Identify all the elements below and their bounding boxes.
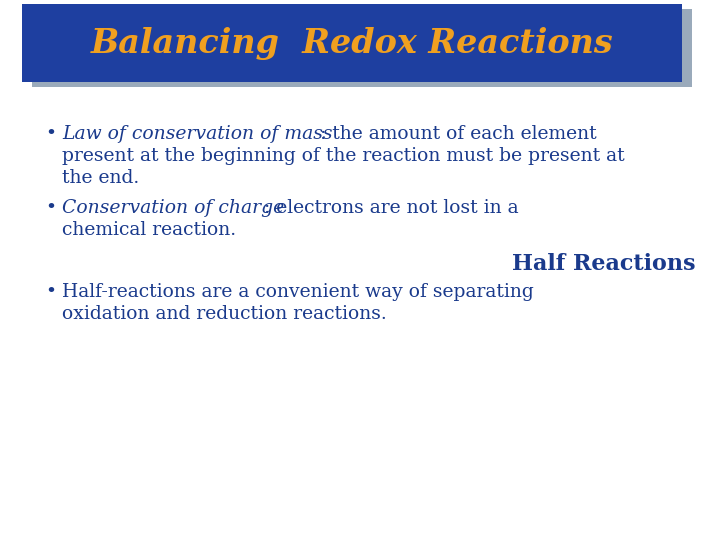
Text: •: • bbox=[45, 283, 56, 301]
Text: Conservation of charge: Conservation of charge bbox=[62, 199, 284, 217]
Text: : electrons are not lost in a: : electrons are not lost in a bbox=[264, 199, 518, 217]
Text: Half-reactions are a convenient way of separating: Half-reactions are a convenient way of s… bbox=[62, 283, 534, 301]
Text: the end.: the end. bbox=[62, 169, 139, 187]
Text: : the amount of each element: : the amount of each element bbox=[320, 125, 597, 143]
Text: present at the beginning of the reaction must be present at: present at the beginning of the reaction… bbox=[62, 147, 625, 165]
Bar bbox=[22, 4, 682, 82]
Text: Half Reactions: Half Reactions bbox=[511, 253, 695, 275]
Text: Balancing  Redox Reactions: Balancing Redox Reactions bbox=[91, 26, 613, 59]
Text: •: • bbox=[45, 199, 56, 217]
Text: chemical reaction.: chemical reaction. bbox=[62, 221, 236, 239]
Text: Law of conservation of mass: Law of conservation of mass bbox=[62, 125, 333, 143]
Text: •: • bbox=[45, 125, 56, 143]
Text: oxidation and reduction reactions.: oxidation and reduction reactions. bbox=[62, 305, 387, 323]
Text: Law of conservation of mass: Law of conservation of mass bbox=[62, 125, 333, 143]
Bar bbox=[32, 9, 692, 87]
